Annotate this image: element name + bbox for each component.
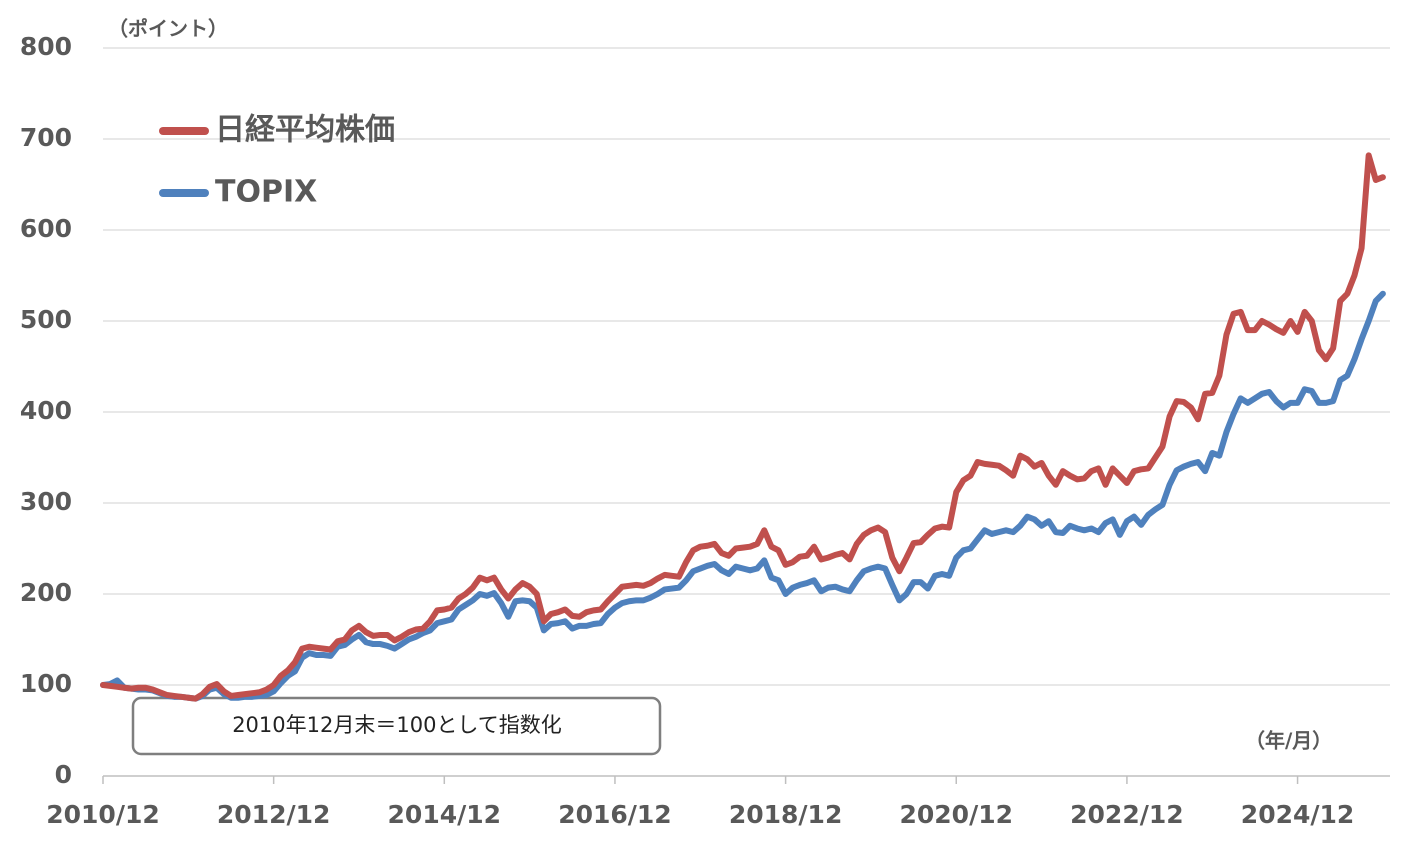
y-tick-label: 700: [20, 123, 72, 152]
y-tick-label: 500: [20, 305, 72, 334]
x-tick-label: 2020/12: [900, 800, 1014, 829]
x-tick-label: 2024/12: [1241, 800, 1355, 829]
y-tick-label: 800: [20, 32, 72, 61]
x-tick-label: 2010/12: [46, 800, 160, 829]
series-line: [100, 152, 1386, 702]
x-tick-label: 2022/12: [1070, 800, 1184, 829]
annotation: 2010年12月末＝100として指数化: [232, 713, 562, 737]
x-tick-label: 2014/12: [388, 800, 502, 829]
y-unit-label: （ポイント）: [108, 17, 228, 41]
x-unit-label: （年/月）: [1245, 729, 1332, 753]
y-tick-label: 0: [55, 760, 72, 789]
x-tick-label: 2016/12: [558, 800, 672, 829]
y-tick-label: 400: [20, 396, 72, 425]
y-tick-label: 100: [20, 669, 72, 698]
x-tick-label: 2018/12: [729, 800, 843, 829]
series-line: [100, 290, 1386, 702]
annotation-box: [131, 696, 662, 756]
y-tick-label: 200: [20, 578, 72, 607]
legend-label: TOPIX: [215, 175, 317, 210]
y-tick-label: 600: [20, 214, 72, 243]
y-tick-label: 300: [20, 487, 72, 516]
legend-label: 日経平均株価: [215, 113, 395, 148]
x-tick-label: 2012/12: [217, 800, 331, 829]
